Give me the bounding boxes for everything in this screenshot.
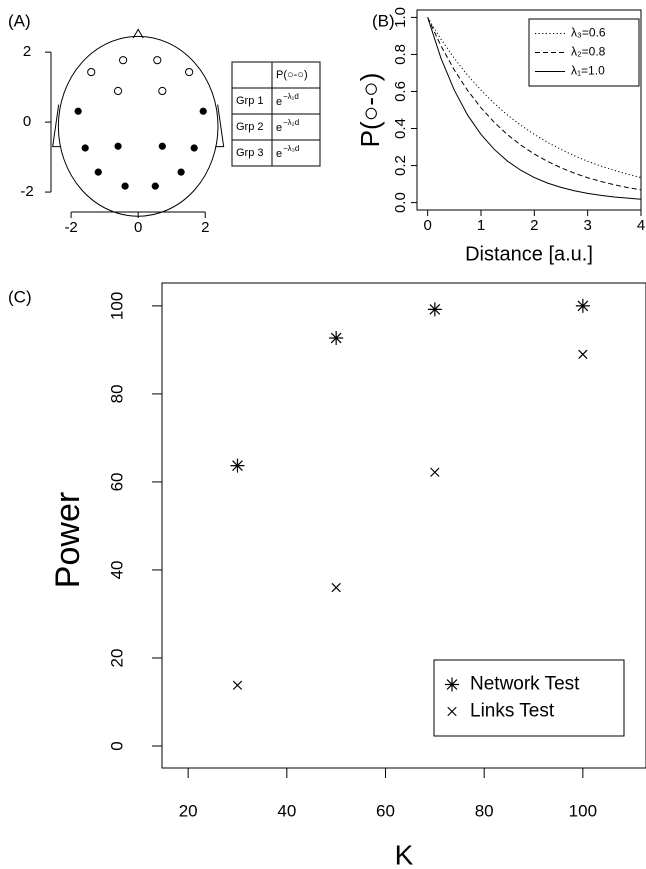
x-axis-label: K (395, 839, 414, 869)
marker (331, 582, 341, 593)
table-cell-exponent: −λ₃d (283, 144, 299, 153)
panel-label: (A) (8, 11, 31, 30)
marker (118, 56, 128, 65)
marker (427, 302, 442, 317)
y-tick-label: 1.0 (392, 7, 409, 28)
legend-box (433, 659, 625, 737)
y-tick-label: 0.8 (392, 44, 409, 65)
marker (199, 107, 207, 115)
panel-label: (B) (372, 11, 395, 30)
x-tick-label: 100 (569, 801, 597, 820)
table-cell: Grp 1 (236, 95, 264, 107)
x-tick-label: 2 (530, 217, 538, 234)
y-tick-label: 0.0 (392, 192, 409, 213)
marker (87, 67, 96, 77)
x-tick-label: 3 (583, 217, 591, 234)
marker (578, 349, 588, 359)
x-tick-label: 4 (637, 217, 645, 234)
marker (445, 677, 459, 692)
x-tick-label: 0 (423, 217, 431, 234)
table-cell: Grp 3 (236, 147, 264, 159)
marker (121, 182, 129, 190)
legend-label: λ₁=1.0 (571, 64, 605, 78)
line (427, 17, 642, 179)
legend-label: Network Test (470, 674, 580, 695)
legend-label: λ₂=0.8 (571, 45, 606, 59)
nose (132, 28, 144, 39)
marker (190, 144, 198, 152)
marker (230, 458, 245, 473)
y-tick-label: 0.2 (392, 155, 409, 176)
x-tick-label: 1 (477, 217, 485, 234)
marker (447, 706, 457, 717)
table-header: P(○-○) (276, 69, 308, 81)
panel: (C) 20 40 60 80 100 0 20 40 60 80 100 K Power Network … (8, 282, 646, 869)
marker (177, 168, 185, 176)
y-tick-label: 0 (107, 741, 126, 750)
y-tick-label: 0.6 (392, 81, 409, 102)
panel: (B) 0 1 2 3 4 0.0 0.2 0.4 0.6 0.8 1.0 Distance [a.u.… (355, 7, 645, 265)
x-tick-label: 2 (201, 219, 209, 236)
table-cell: Grp 2 (236, 121, 264, 133)
x-tick-label: 80 (475, 801, 494, 820)
ear-right (215, 104, 225, 148)
table-cell-exponent: −λ₂d (283, 118, 299, 127)
marker (153, 56, 162, 65)
marker (151, 182, 159, 190)
marker (232, 680, 243, 690)
table-cell: e (276, 148, 282, 160)
panel-label: (C) (8, 287, 32, 306)
marker (114, 142, 122, 150)
y-tick-label: 80 (107, 384, 126, 403)
marker (575, 298, 590, 313)
marker (158, 142, 166, 150)
plot-frame (161, 282, 646, 769)
y-tick-label: 0 (23, 113, 31, 130)
marker (81, 144, 89, 152)
marker (329, 331, 344, 346)
ear-left (52, 104, 62, 148)
y-tick-label: 2 (23, 43, 31, 60)
x-tick-label: 0 (134, 219, 142, 236)
table-cell: e (276, 122, 282, 134)
marker (94, 168, 102, 176)
marker (74, 107, 82, 115)
line (427, 17, 642, 200)
y-tick-label: 20 (107, 649, 126, 668)
y-tick-label: -2 (20, 183, 33, 200)
table-cell-exponent: −λ₁d (283, 92, 299, 101)
y-tick-label: 40 (107, 560, 126, 579)
marker (158, 86, 167, 96)
table-cell: e (276, 96, 282, 108)
y-axis-label: Power (49, 492, 87, 588)
x-tick-label: -2 (64, 219, 77, 236)
legend-label: λ₃=0.6 (571, 26, 606, 40)
x-tick-label: 20 (179, 801, 198, 820)
y-tick-label: 0.4 (392, 118, 409, 139)
y-axis-label: P(○-○) (355, 73, 385, 148)
x-axis-label: Distance [a.u.] (465, 243, 593, 265)
y-tick-label: 100 (107, 292, 126, 320)
line (427, 17, 642, 191)
marker (113, 86, 123, 96)
y-tick-label: 60 (107, 472, 126, 491)
marker (430, 467, 440, 477)
plot-frame (416, 9, 642, 211)
head (57, 35, 219, 217)
x-tick-label: 40 (277, 801, 296, 820)
x-tick-label: 60 (376, 801, 395, 820)
marker (185, 67, 194, 77)
legend-label: Links Test (470, 701, 555, 722)
